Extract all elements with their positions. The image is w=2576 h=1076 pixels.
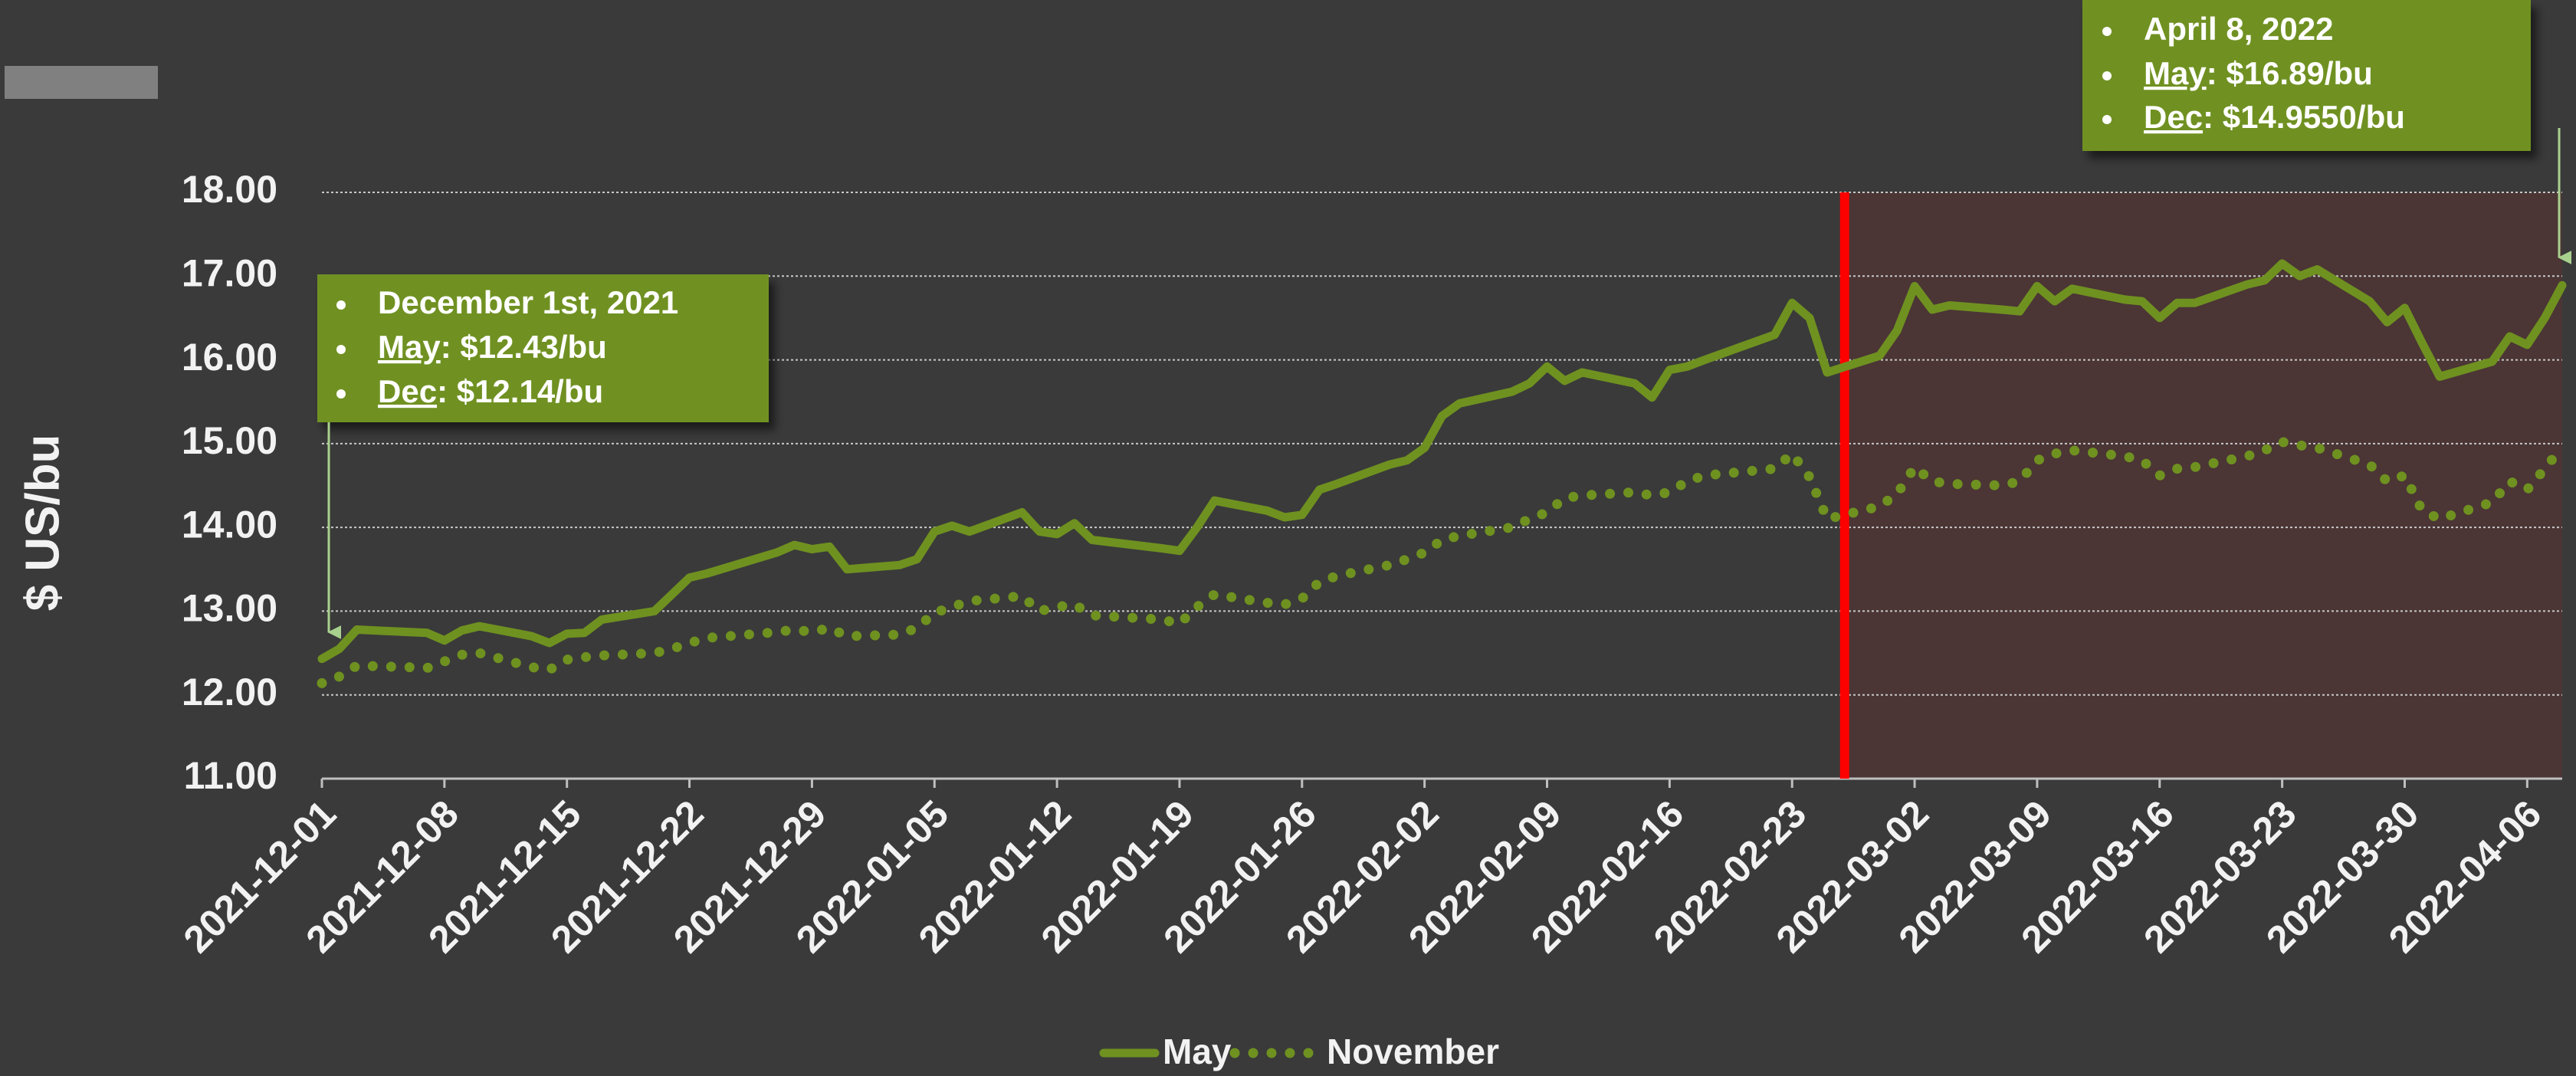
y-axis-title: $ US/bu <box>16 435 69 612</box>
annotation-part: December 1st, 2021 <box>378 284 678 320</box>
annotation-text: May: $12.43/bu <box>378 329 607 365</box>
header-block <box>5 66 158 99</box>
annotation-part: : $16.89/bu <box>2207 55 2373 91</box>
bullet <box>2102 71 2112 80</box>
annotation-text: Dec: $14.9550/bu <box>2144 99 2405 135</box>
y-tick-label: 13.00 <box>182 587 277 630</box>
legend-label: May <box>1163 1032 1232 1071</box>
series-line <box>317 437 2568 688</box>
annotation-part: April 8, 2022 <box>2144 11 2333 47</box>
annotation-part: : $14.9550/bu <box>2203 99 2405 135</box>
annotation-box <box>2082 0 2531 151</box>
y-tick-label: 12.00 <box>182 671 277 714</box>
annotation-text: December 1st, 2021 <box>378 284 678 320</box>
bullet <box>336 300 346 310</box>
bullet <box>2102 27 2112 36</box>
y-tick-label: 17.00 <box>182 251 277 294</box>
annotation-text: Dec: $12.14/bu <box>378 373 603 409</box>
y-tick-label: 18.00 <box>182 168 277 211</box>
legend-label: November <box>1327 1032 1499 1071</box>
bullet <box>2102 115 2112 124</box>
bullet <box>336 389 346 399</box>
annotation-part: Dec <box>2144 99 2203 135</box>
y-tick-label: 15.00 <box>182 419 277 462</box>
annotation-box <box>317 274 769 422</box>
annotation-part: : $12.43/bu <box>441 329 607 365</box>
series-line <box>317 259 2567 664</box>
annotation-part: May <box>2144 55 2207 91</box>
annotation-part: May <box>378 329 441 365</box>
annotation-part: : $12.14/bu <box>437 373 603 409</box>
annotation-text: May: $16.89/bu <box>2144 55 2373 91</box>
y-tick-label: 11.00 <box>184 754 277 797</box>
y-tick-label: 16.00 <box>182 336 277 379</box>
bullet <box>336 345 346 354</box>
annotation-text: April 8, 2022 <box>2144 11 2333 47</box>
y-tick-label: 14.00 <box>182 503 277 546</box>
shaded-region <box>1844 192 2562 779</box>
annotation-part: Dec <box>378 373 437 409</box>
